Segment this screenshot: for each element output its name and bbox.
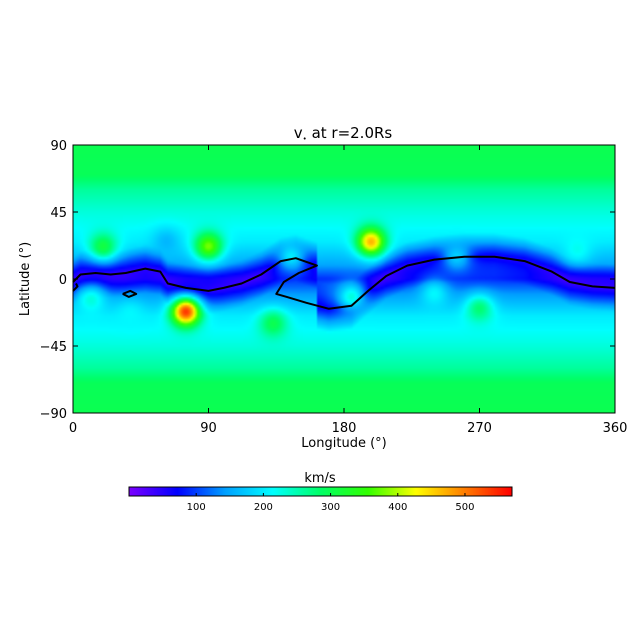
colorbar-tick-label: 400 bbox=[388, 502, 407, 513]
x-tick-label: 90 bbox=[200, 421, 217, 436]
x-tick-label: 270 bbox=[467, 421, 492, 436]
neutral-line-group bbox=[72, 255, 616, 310]
heatmap-image bbox=[73, 145, 615, 413]
y-axis-label: Latitude (°) bbox=[18, 242, 33, 316]
y-tick-label: 0 bbox=[59, 273, 67, 288]
y-axis: 90 45 0 −45 −90 bbox=[40, 139, 615, 422]
colorbar-label: km/s bbox=[304, 471, 336, 486]
x-tick-label: 0 bbox=[69, 421, 77, 436]
x-axis-label: Longitude (°) bbox=[301, 436, 386, 451]
neutral-line bbox=[72, 255, 616, 310]
y-tick-label: 45 bbox=[50, 206, 67, 221]
colorbar-frame bbox=[128, 486, 513, 497]
x-axis: 0 90 180 270 360 bbox=[69, 145, 628, 436]
neutral-loop-1 bbox=[122, 289, 138, 298]
colorbar-tick-label: 500 bbox=[455, 502, 474, 513]
x-tick-label: 180 bbox=[332, 421, 357, 436]
colorbar-ticks: 100 200 300 400 500 bbox=[187, 493, 475, 513]
chart-title: v• at r=2.0Rs bbox=[294, 124, 393, 143]
y-tick-label: 90 bbox=[50, 139, 67, 154]
colorbar-image bbox=[129, 487, 512, 496]
colorbar-tick-label: 100 bbox=[187, 502, 206, 513]
y-tick-label: −45 bbox=[40, 340, 67, 355]
colorbar-tick-label: 200 bbox=[254, 502, 273, 513]
colorbar-tick-label: 300 bbox=[321, 502, 340, 513]
x-tick-label: 360 bbox=[603, 421, 628, 436]
y-tick-label: −90 bbox=[40, 407, 67, 422]
neutral-loop-2 bbox=[72, 283, 79, 292]
